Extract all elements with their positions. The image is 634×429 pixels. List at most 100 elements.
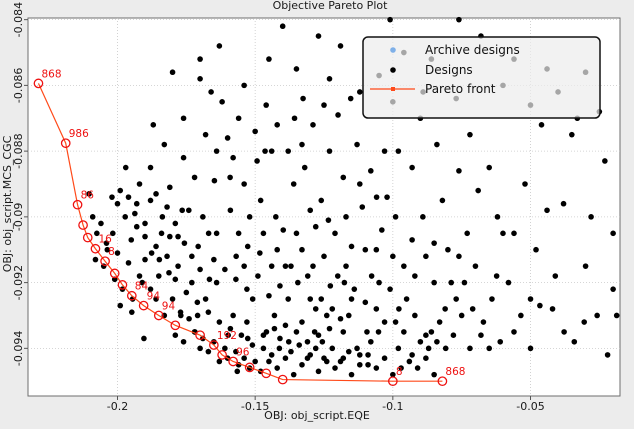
design-point [156, 256, 163, 263]
x-tick-label: -0.15 [241, 400, 269, 413]
design-point [327, 283, 334, 289]
design-point [610, 286, 616, 292]
design-point [486, 345, 493, 352]
design-point [216, 319, 223, 325]
design-point [249, 342, 256, 348]
legend: Archive designs Designs Pareto front [362, 36, 601, 119]
design-point [222, 266, 228, 273]
design-point [527, 296, 534, 302]
design-point [406, 358, 413, 365]
design-point [326, 76, 333, 82]
design-point [280, 227, 287, 233]
design-point [458, 312, 465, 319]
legend-archive-label: Archive designs [425, 43, 520, 57]
design-point [167, 184, 173, 191]
design-point [544, 207, 550, 214]
design-point [169, 69, 176, 76]
design-point [594, 312, 600, 319]
design-point [354, 345, 360, 352]
design-point [340, 329, 347, 335]
design-point [396, 306, 402, 312]
design-point [312, 223, 319, 230]
design-point [200, 214, 206, 220]
design-point [194, 312, 201, 319]
design-point [453, 296, 459, 302]
design-point [332, 365, 338, 371]
design-point [172, 220, 179, 227]
design-point [423, 355, 429, 362]
design-point [89, 214, 96, 220]
design-point [387, 286, 393, 292]
design-point [365, 352, 371, 358]
design-point [381, 319, 388, 325]
design-point [244, 319, 250, 325]
design-point [434, 141, 440, 148]
design-point [332, 230, 338, 237]
design-point [167, 233, 173, 240]
pareto-point-label: 986 [69, 128, 89, 140]
design-point [86, 191, 92, 197]
design-point [582, 263, 589, 269]
design-point [412, 273, 418, 279]
design-point [94, 230, 100, 237]
design-point [249, 296, 256, 302]
pareto-point-label: 16 [98, 234, 112, 246]
design-point [191, 174, 198, 181]
design-point [180, 154, 187, 161]
design-point [257, 250, 263, 256]
design-point [142, 220, 148, 227]
design-point [273, 214, 279, 220]
design-point [206, 276, 213, 283]
design-point [304, 273, 311, 279]
design-point [613, 312, 620, 319]
design-point [225, 332, 231, 338]
design-point [321, 102, 327, 108]
design-point [197, 266, 203, 273]
design-point [202, 131, 209, 138]
x-tick-label: -0.2 [107, 400, 128, 413]
y-tick-label: -0.086 [12, 68, 25, 103]
design-point [442, 345, 449, 352]
design-point [538, 122, 545, 128]
design-point [409, 352, 415, 358]
design-point [345, 312, 352, 319]
design-point [552, 273, 559, 279]
design-point [522, 181, 528, 187]
pareto-point [60, 138, 71, 149]
design-point [277, 283, 283, 289]
design-point [285, 296, 292, 302]
design-point [180, 115, 187, 122]
design-point [315, 368, 322, 375]
design-point [368, 273, 375, 279]
design-point [98, 220, 104, 227]
design-point [390, 371, 396, 378]
design-point [274, 122, 280, 128]
design-point [277, 335, 283, 342]
design-point [216, 358, 223, 365]
design-point [337, 315, 344, 322]
legend-designs-marker [390, 67, 396, 73]
design-point [326, 148, 333, 154]
design-point [125, 260, 132, 266]
design-point [315, 332, 322, 338]
design-point [148, 250, 155, 256]
design-point [125, 194, 132, 200]
legend-pareto-label: Pareto front [425, 82, 496, 96]
design-point [434, 338, 440, 345]
pareto-point [100, 256, 110, 267]
design-point [456, 16, 462, 23]
design-point [110, 230, 116, 237]
design-point [560, 200, 567, 207]
pareto-point [138, 300, 149, 311]
design-point [189, 253, 195, 260]
design-point [122, 214, 128, 220]
design-point [456, 168, 462, 174]
design-point [480, 319, 487, 325]
design-point [373, 306, 380, 312]
pareto-point-label: 192 [217, 330, 237, 342]
design-point [373, 246, 380, 253]
design-point [299, 141, 305, 148]
design-point [307, 296, 314, 302]
design-point [318, 296, 325, 302]
